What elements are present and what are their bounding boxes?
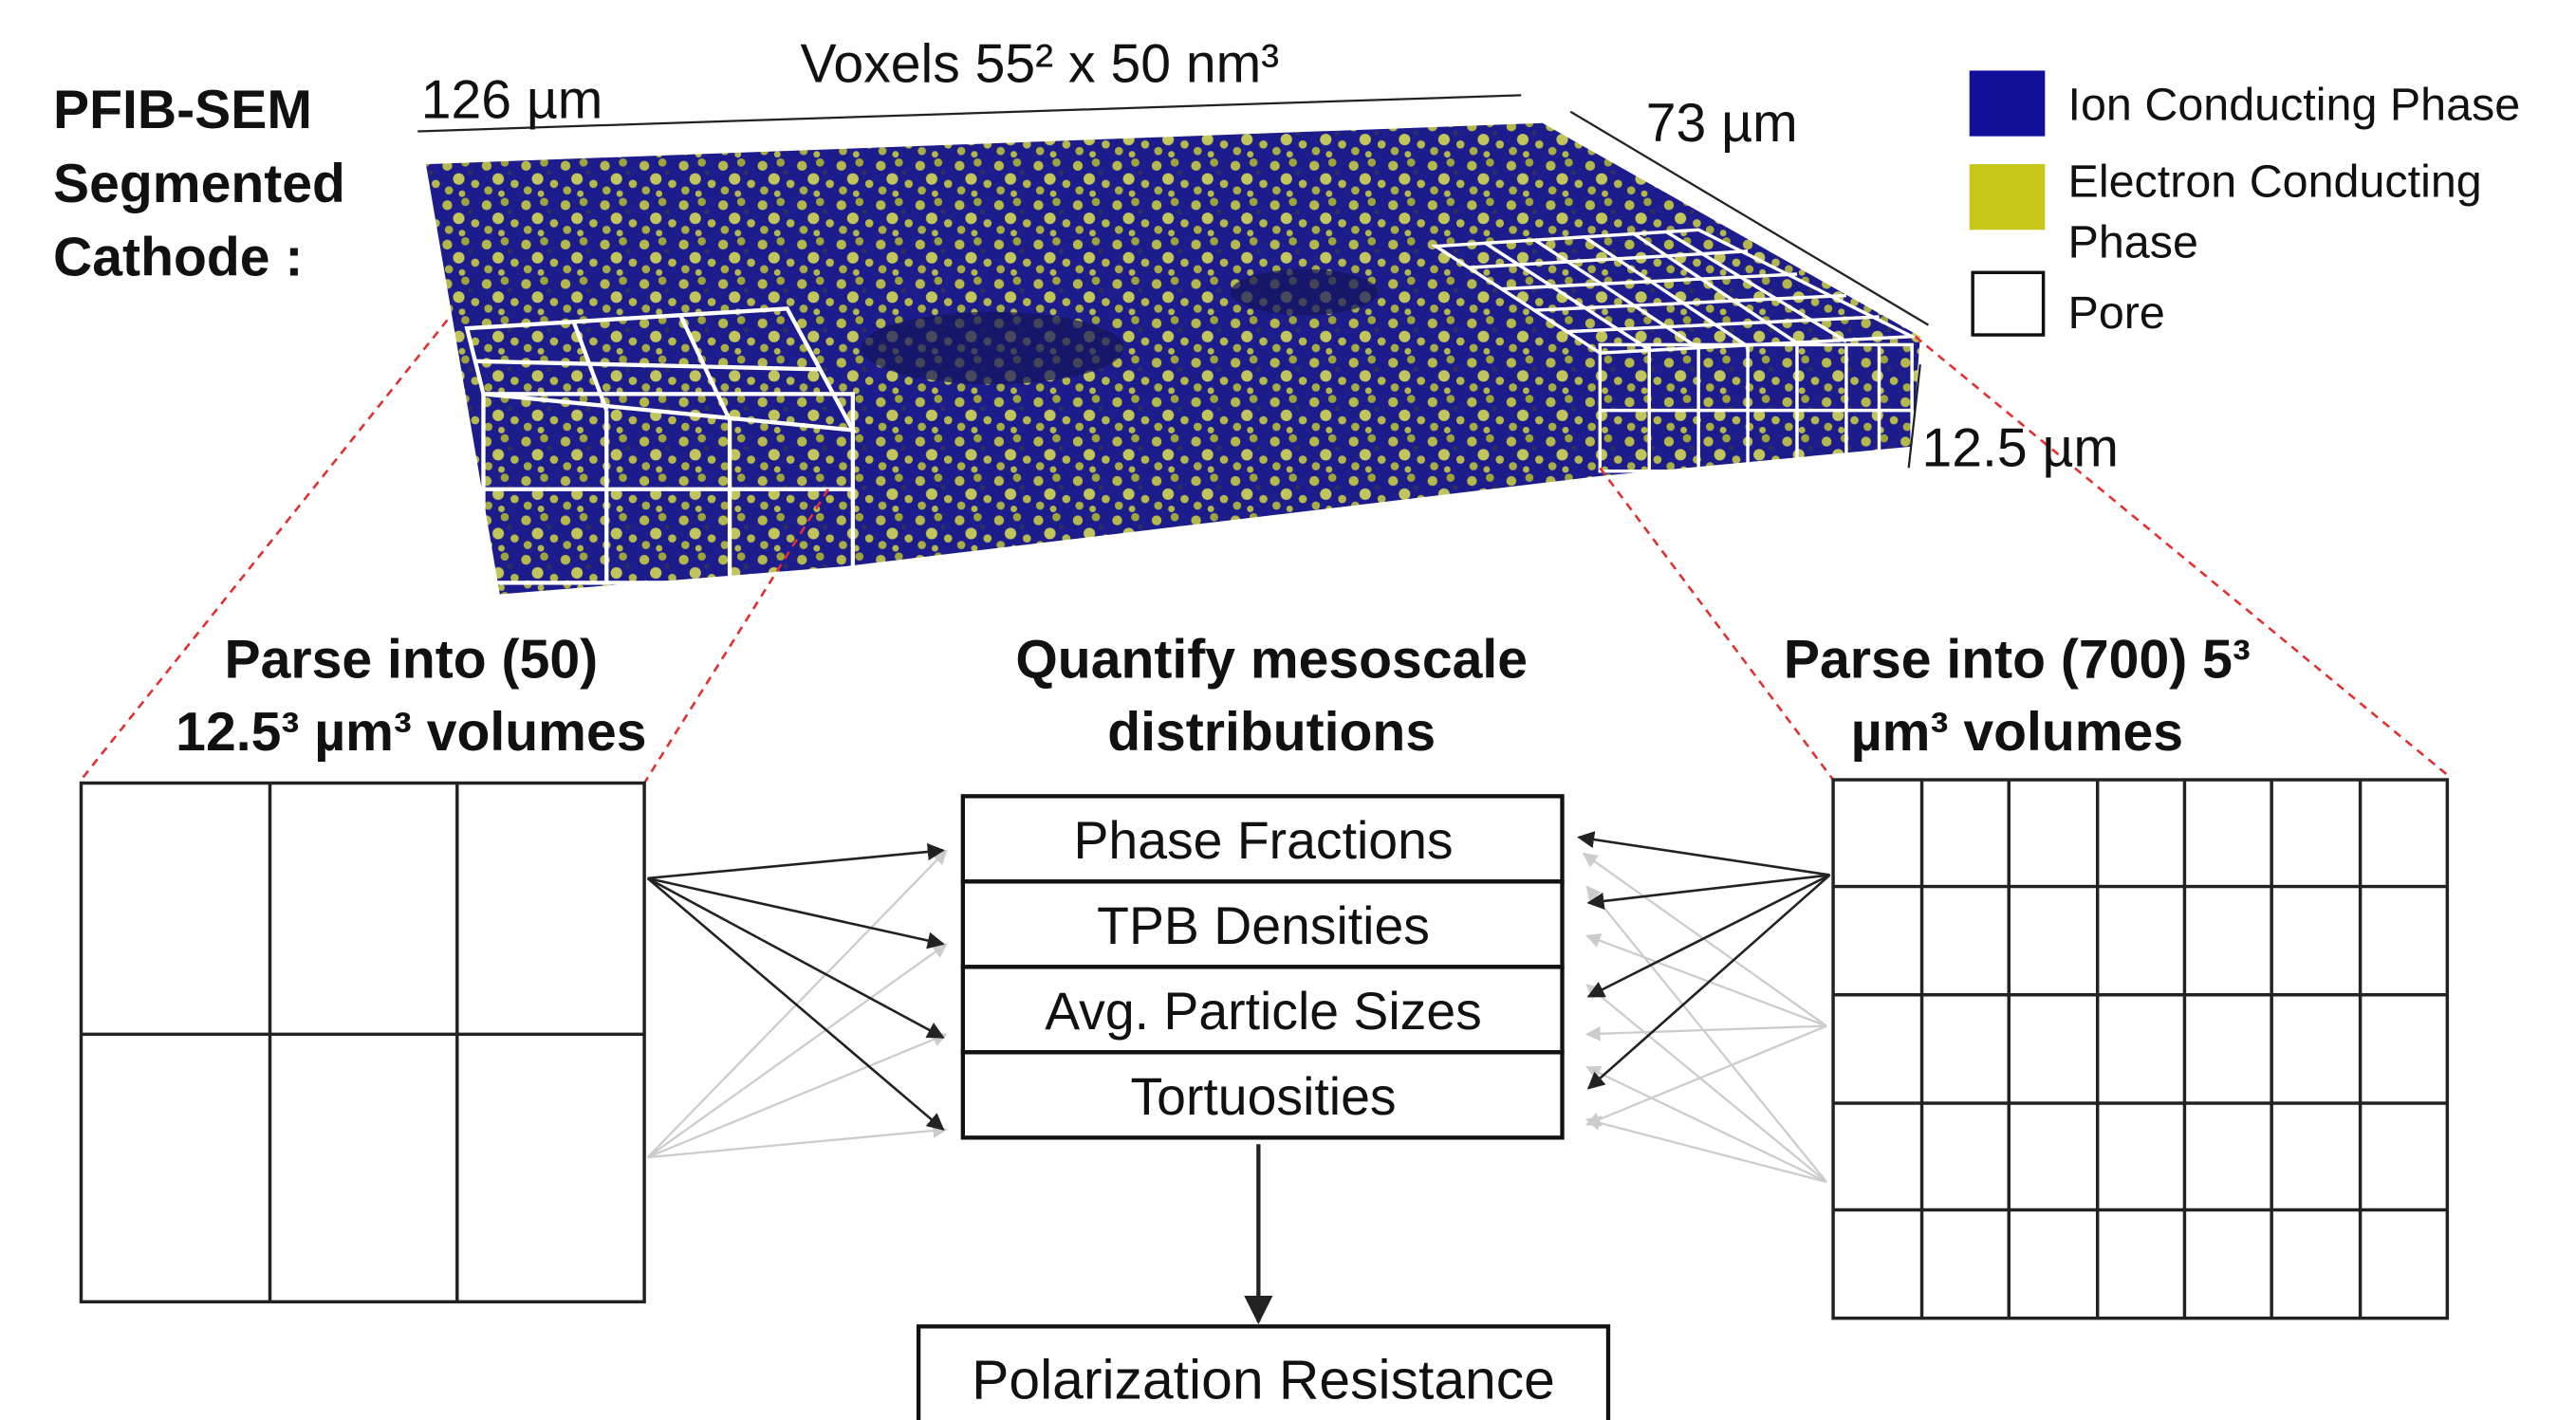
legend-label: Electron Conducting xyxy=(2068,157,2482,208)
legend-label: Phase xyxy=(2068,217,2198,268)
dimension-label: 73 µm xyxy=(1646,93,1798,154)
panel-title: Parse into (700) 5³ xyxy=(1784,630,2251,691)
dimension-label: 126 µm xyxy=(421,70,603,131)
metric-label: TPB Densities xyxy=(1097,896,1430,955)
panel-title: Quantify mesoscale xyxy=(1015,630,1528,691)
output-label: Polarization Resistance xyxy=(972,1350,1555,1411)
diagram: PFIB-SEM Segmented Cathode : 126 µm Voxels 5… xyxy=(0,0,2576,1420)
panel-title: distributions xyxy=(1107,702,1436,763)
panel-title: µm³ volumes xyxy=(1851,702,2183,763)
metric-label: Avg. Particle Sizes xyxy=(1045,982,1482,1041)
header-line: Cathode : xyxy=(53,228,303,288)
dimension-label: Voxels 55² x 50 nm³ xyxy=(801,34,1280,95)
legend-label: Ion Conducting Phase xyxy=(2068,79,2521,130)
panel-title: Parse into (50) xyxy=(225,630,599,691)
header-line: Segmented xyxy=(53,154,345,214)
legend-swatches xyxy=(1970,70,2046,335)
panel-title: 12.5³ µm³ volumes xyxy=(176,702,646,763)
page: PFIB-SEM Segmented Cathode : 126 µm Voxels 5… xyxy=(0,0,2576,1420)
metric-label: Tortuosities xyxy=(1131,1067,1397,1126)
dimension-label: 12.5 µm xyxy=(1922,418,2119,479)
legend-label: Pore xyxy=(2068,287,2165,339)
header-line: PFIB-SEM xyxy=(53,80,312,140)
metric-label: Phase Fractions xyxy=(1073,811,1453,870)
left-grid xyxy=(81,784,644,1302)
right-grid xyxy=(1833,780,2447,1319)
slab xyxy=(426,123,1920,595)
